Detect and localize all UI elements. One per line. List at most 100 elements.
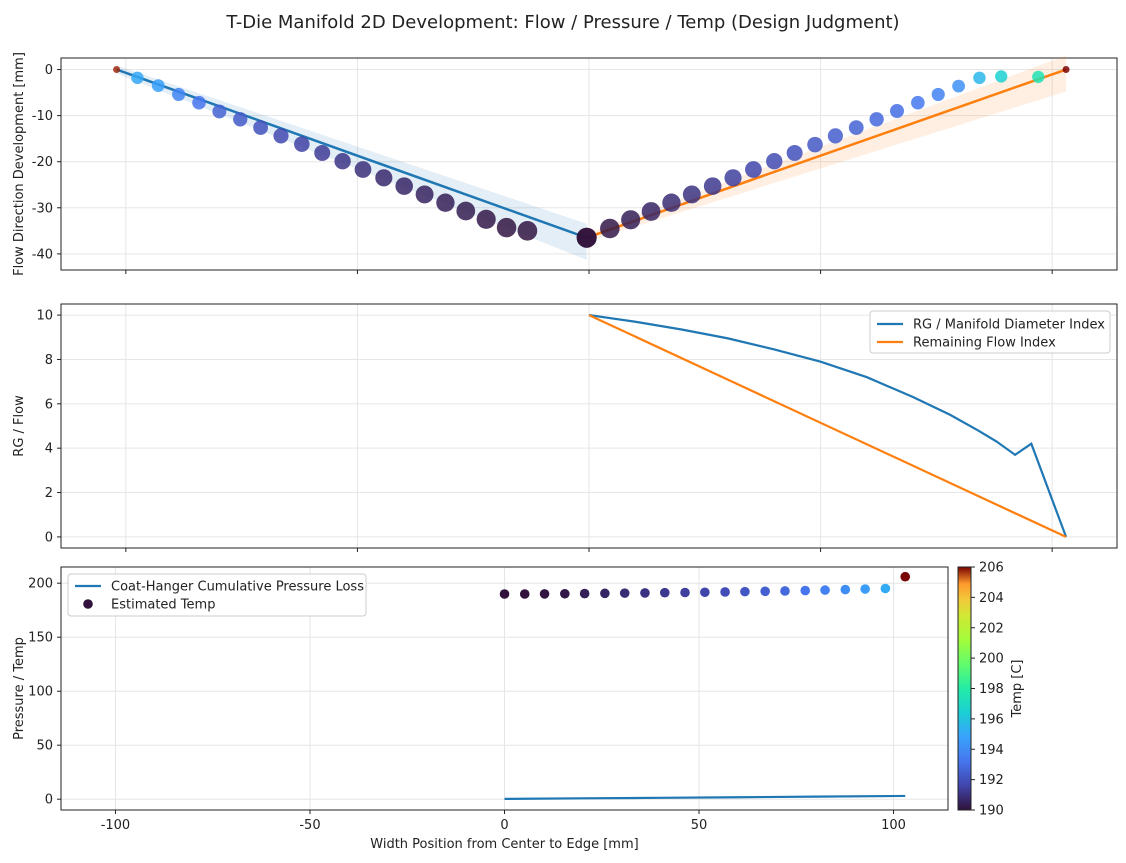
- bot-xtick-label: 0: [500, 818, 508, 833]
- colorbar-tick-label: 198: [979, 682, 1004, 697]
- bot-xtick-label: 100: [881, 818, 906, 833]
- bot-temp-point: [499, 589, 510, 599]
- bot-xtick-label: 50: [691, 818, 708, 833]
- bot-ytick-label: 100: [28, 685, 53, 700]
- colorbar-tick-label: 200: [979, 652, 1004, 667]
- colorbar-tick-label: 202: [979, 621, 1004, 636]
- panel-flow-development: 0 -10 -20 -30 -40 Flow Direction Development …: [12, 52, 1118, 276]
- top-point-left: [172, 87, 186, 102]
- mid-ytick-label: 2: [45, 486, 53, 501]
- bot-temp-point: [600, 588, 610, 599]
- mid-legend-box: [869, 310, 1111, 354]
- mid-ytick-label: 4: [45, 442, 53, 457]
- bot-temp-point: [680, 587, 690, 598]
- top-point-left: [476, 209, 496, 229]
- colorbar-gradient: [957, 566, 972, 811]
- bot-temp-point: [579, 588, 590, 599]
- top-point-left: [253, 120, 269, 135]
- mid-series-line-1: [588, 314, 1067, 538]
- bot-pressure-line: [504, 794, 906, 800]
- top-point-right: [869, 112, 884, 127]
- top-ytick-label: 0: [45, 63, 53, 78]
- top-ytick-label: -30: [32, 201, 53, 216]
- top-point-left: [456, 201, 476, 221]
- mid-legend-label-0: RG / Manifold Diameter Index: [913, 318, 1105, 333]
- mid-legend-label-1: Remaining Flow Index: [913, 336, 1056, 351]
- bot-temp-point: [700, 587, 710, 598]
- top-point-right: [807, 136, 823, 153]
- top-point-left: [131, 71, 144, 85]
- top-point-left: [113, 66, 121, 74]
- top-point-right: [576, 227, 597, 248]
- top-point-left: [415, 185, 434, 204]
- top-point-right: [682, 185, 701, 204]
- top-point-left: [517, 220, 538, 241]
- colorbar-label: Temp [C]: [1010, 660, 1025, 719]
- bot-temp-point: [780, 586, 790, 596]
- bot-legend-swatch-1: [83, 599, 93, 609]
- bot-xtick-label: -100: [101, 818, 131, 833]
- bot-temp-point: [900, 571, 911, 582]
- bot-temp-point: [820, 585, 830, 595]
- top-point-right: [786, 144, 803, 161]
- panel-pressure-temp: -100 -50 0 50 100 0 50 100 150 200 Pressure / Temp…: [12, 566, 949, 852]
- top-point-right: [890, 104, 904, 118]
- top-point-right: [1032, 70, 1045, 84]
- bot-ylabel: Pressure / Temp: [12, 637, 27, 740]
- top-point-right: [973, 71, 986, 85]
- top-point-right: [848, 120, 864, 135]
- top-ytick-label: -40: [32, 247, 53, 262]
- top-point-left: [436, 193, 455, 212]
- bot-temp-point: [640, 588, 650, 598]
- chart-title: T-Die Manifold 2D Development: Flow / Pr…: [225, 12, 899, 33]
- top-point-left: [294, 136, 310, 152]
- top-point-right: [724, 169, 742, 187]
- colorbar-tick-label: 196: [979, 712, 1004, 727]
- bot-temp-point: [539, 589, 550, 599]
- bot-temp-point: [720, 587, 730, 597]
- top-point-left: [354, 161, 372, 178]
- bot-legend-label-1: Estimated Temp: [111, 598, 215, 613]
- bot-temp-point: [860, 584, 870, 594]
- bot-temp-point: [840, 584, 851, 595]
- top-point-right: [600, 218, 620, 239]
- bot-temp-point: [740, 586, 750, 597]
- top-point-left: [375, 169, 393, 187]
- top-point-right: [827, 128, 843, 144]
- colorbar-tick-label: 192: [979, 773, 1004, 788]
- top-point-left: [314, 144, 331, 161]
- mid-ytick-label: 8: [45, 353, 53, 368]
- mid-ytick-label: 0: [45, 530, 53, 545]
- top-point-right: [745, 161, 762, 178]
- colorbar-tick-label: 206: [979, 561, 1004, 576]
- bot-legend-label-0: Coat-Hanger Cumulative Pressure Loss: [111, 580, 364, 595]
- bot-temp-point: [800, 585, 811, 596]
- colorbar-tick-label: 204: [979, 591, 1004, 606]
- mid-ytick-label: 6: [45, 397, 53, 412]
- bot-temp-point: [880, 583, 891, 594]
- top-point-left: [395, 177, 413, 195]
- top-point-right: [662, 193, 681, 212]
- top-point-right: [911, 95, 925, 110]
- top-point-right: [766, 153, 783, 170]
- bot-ytick-label: 150: [28, 631, 53, 646]
- mid-ylabel: RG / Flow: [12, 395, 27, 457]
- panel-rg-flow: 0 2 4 6 8 10 RG / Flow RG / Manifold Diameter I…: [12, 303, 1118, 552]
- temp-colorbar: 190 192 194 196 198 200 202 204 206 Temp [C]: [957, 561, 1025, 819]
- top-ylabel: Flow Direction Development [mm]: [12, 52, 27, 276]
- bot-temp-point: [519, 589, 530, 599]
- top-left-branch-line: [116, 68, 588, 239]
- top-ytick-label: -10: [32, 109, 53, 124]
- top-point-right: [995, 70, 1008, 83]
- bot-xlabel: Width Position from Center to Edge [mm]: [370, 837, 638, 852]
- top-point-right: [621, 210, 641, 230]
- colorbar-tick-label: 194: [979, 743, 1004, 758]
- top-point-left: [151, 79, 165, 93]
- top-point-left: [192, 95, 206, 110]
- top-point-left: [212, 104, 227, 119]
- top-ytick-label: -20: [32, 155, 53, 170]
- top-point-left: [334, 153, 351, 170]
- top-point-right: [952, 79, 965, 93]
- colorbar-tick-label: 190: [979, 804, 1004, 819]
